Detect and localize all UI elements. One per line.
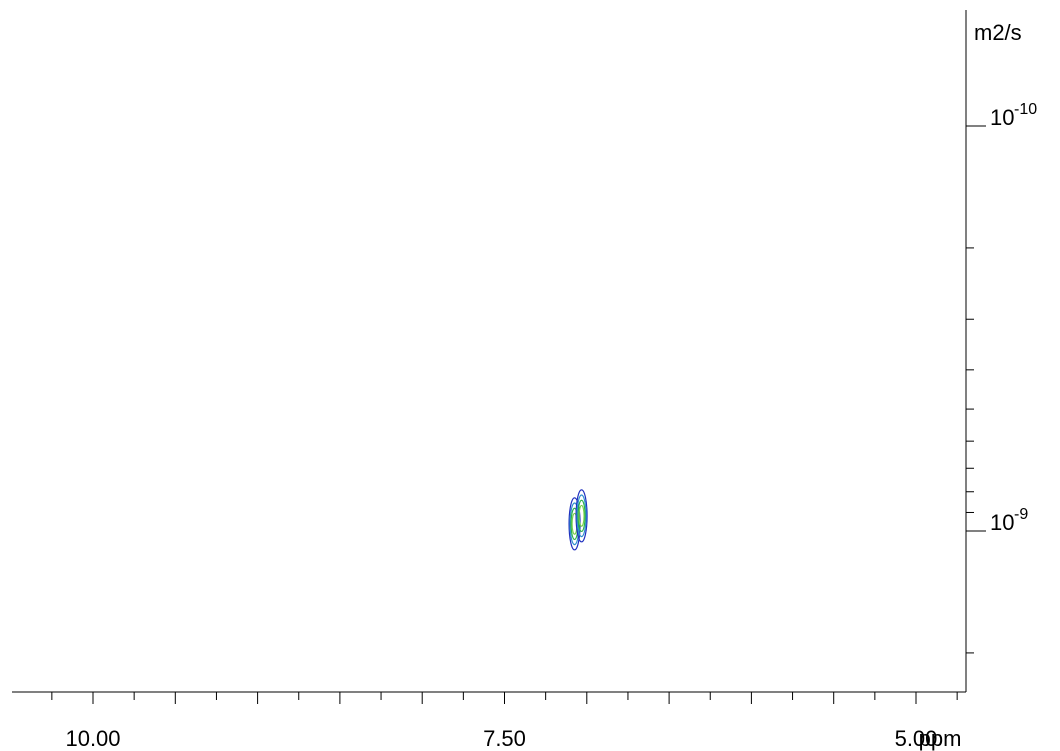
- contour-line: [577, 499, 586, 533]
- y-tick-exponent: -10: [1014, 101, 1037, 118]
- y-tick-label: 10: [990, 510, 1014, 535]
- x-tick-label: 7.50: [483, 726, 526, 751]
- x-tick-label: 5.00: [895, 726, 938, 751]
- y-axis-label: m2/s: [974, 20, 1022, 45]
- x-ticks: 10.007.505.002.50: [51, 692, 958, 751]
- x-tick-label: 10.00: [65, 726, 120, 751]
- peak-1: [568, 489, 588, 551]
- x-axis-label: ppm: [919, 726, 962, 751]
- peaks-layer: [568, 489, 588, 551]
- contour-line: [578, 504, 585, 527]
- y-tick-exponent: -9: [1014, 506, 1028, 523]
- y-tick-label: 10: [990, 105, 1014, 130]
- contour-line: [576, 494, 587, 538]
- contour-line: [575, 489, 588, 543]
